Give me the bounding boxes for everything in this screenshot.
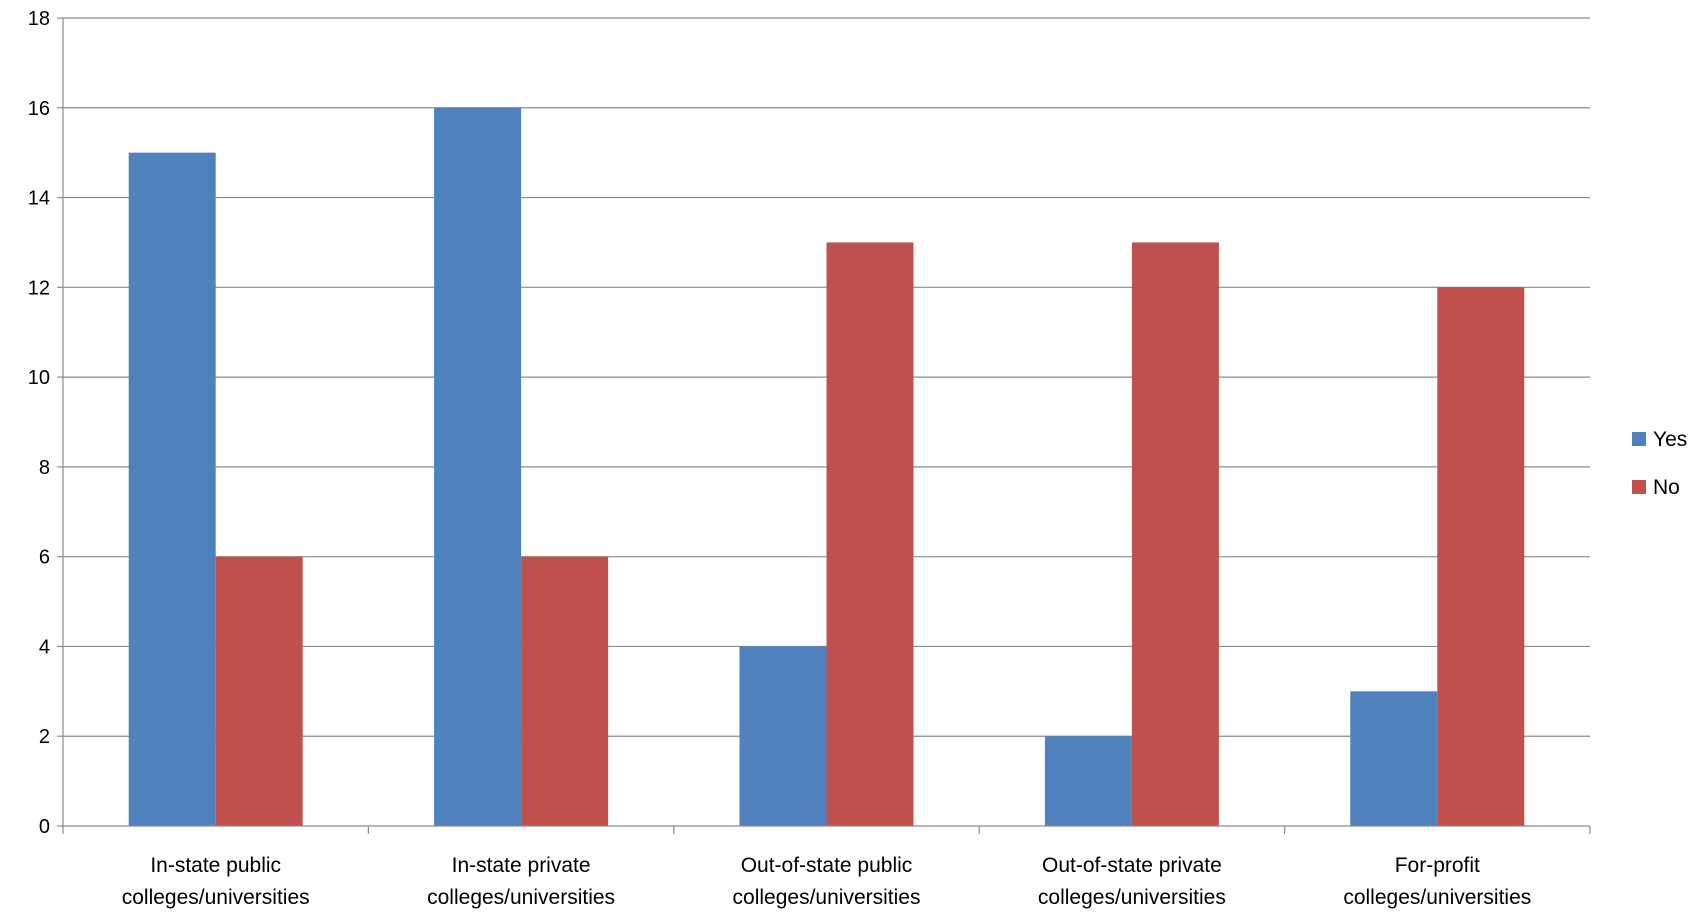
legend-label-no: No xyxy=(1653,476,1680,499)
bar-no-0 xyxy=(215,556,303,826)
bar-yes-1 xyxy=(434,107,522,827)
x-category-label: Out-of-state public xyxy=(741,854,913,877)
legend-label-yes: Yes xyxy=(1653,428,1687,451)
y-tick-label: 14 xyxy=(28,188,50,210)
x-category-label: In-state public xyxy=(150,854,281,877)
x-category-label: Out-of-state private xyxy=(1042,854,1222,877)
bar-yes-3 xyxy=(1044,736,1132,826)
y-tick-label: 6 xyxy=(39,547,50,569)
bar-no-3 xyxy=(1131,242,1219,826)
bar-yes-0 xyxy=(128,152,216,826)
x-category-label: colleges/universities xyxy=(733,886,921,909)
y-tick-label: 10 xyxy=(28,367,50,389)
y-tick-label: 16 xyxy=(28,98,50,120)
legend-swatch-no xyxy=(1632,480,1646,494)
x-category-label: In-state private xyxy=(452,854,591,877)
y-tick-label: 4 xyxy=(39,636,50,658)
y-tick-label: 2 xyxy=(39,726,50,748)
x-category-label: For-profit xyxy=(1395,854,1480,877)
x-category-label: colleges/universities xyxy=(1038,886,1226,909)
legend-swatch-yes xyxy=(1632,432,1646,446)
bar-yes-2 xyxy=(739,646,827,826)
x-category-label: colleges/universities xyxy=(1343,886,1531,909)
bar-no-2 xyxy=(826,242,914,826)
x-category-label: colleges/universities xyxy=(427,886,615,909)
y-tick-label: 0 xyxy=(39,816,50,838)
bar-no-1 xyxy=(521,556,609,826)
x-category-label: colleges/universities xyxy=(122,886,310,909)
y-tick-label: 12 xyxy=(28,277,50,299)
y-tick-label: 18 xyxy=(28,8,50,30)
bar-yes-4 xyxy=(1350,691,1438,826)
y-tick-label: 8 xyxy=(39,457,50,479)
bar-no-4 xyxy=(1437,287,1525,826)
